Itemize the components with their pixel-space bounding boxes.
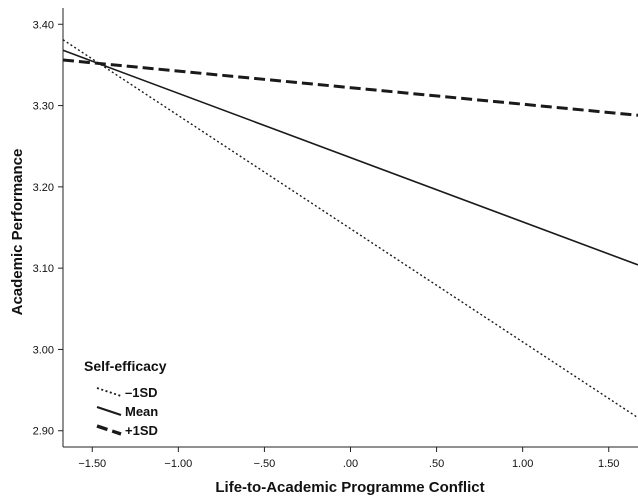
legend: Self-efficacy –1SD Mean +1SD [84,358,167,438]
x-tick-label: −1.50 [78,458,106,470]
legend-label: Mean [125,404,158,419]
x-axis-title: Life-to-Academic Programme Conflict [215,479,484,496]
x-tick-label: 1.50 [598,458,619,470]
axes [62,8,638,448]
y-tick-label: 3.00 [33,344,54,356]
x-tick-label: 1.00 [512,458,533,470]
legend-label: +1SD [125,423,158,438]
legend-label: –1SD [125,385,158,400]
series-line-dashed [62,58,638,117]
y-tick-label: 3.20 [33,182,54,194]
y-tick-label: 3.10 [33,263,54,275]
series-line-dotted [62,39,638,419]
x-tick-label: −1.00 [164,458,192,470]
legend-title: Self-efficacy [84,358,167,374]
legend-swatch-dotted [96,387,122,397]
y-tick-label: 2.90 [33,426,54,438]
legend-swatch-dashed [96,424,122,436]
y-tick-label: 3.40 [33,19,54,31]
x-tick-label: .00 [343,458,358,470]
y-tick-label: 3.30 [33,101,54,113]
legend-items: –1SD Mean +1SD [96,385,158,438]
x-tick-label: −.50 [254,458,276,470]
series-line-solid [62,49,638,266]
y-ticks: 2.90 3.00 3.10 3.20 3.30 3.40 [33,19,63,438]
series-lines [62,39,638,419]
y-axis-title: Academic Performance [9,149,26,316]
x-tick-label: .50 [429,458,444,470]
legend-swatch-solid [96,406,122,416]
x-ticks: −1.50 −1.00 −.50 .00 .50 1.00 1.50 [78,447,619,470]
